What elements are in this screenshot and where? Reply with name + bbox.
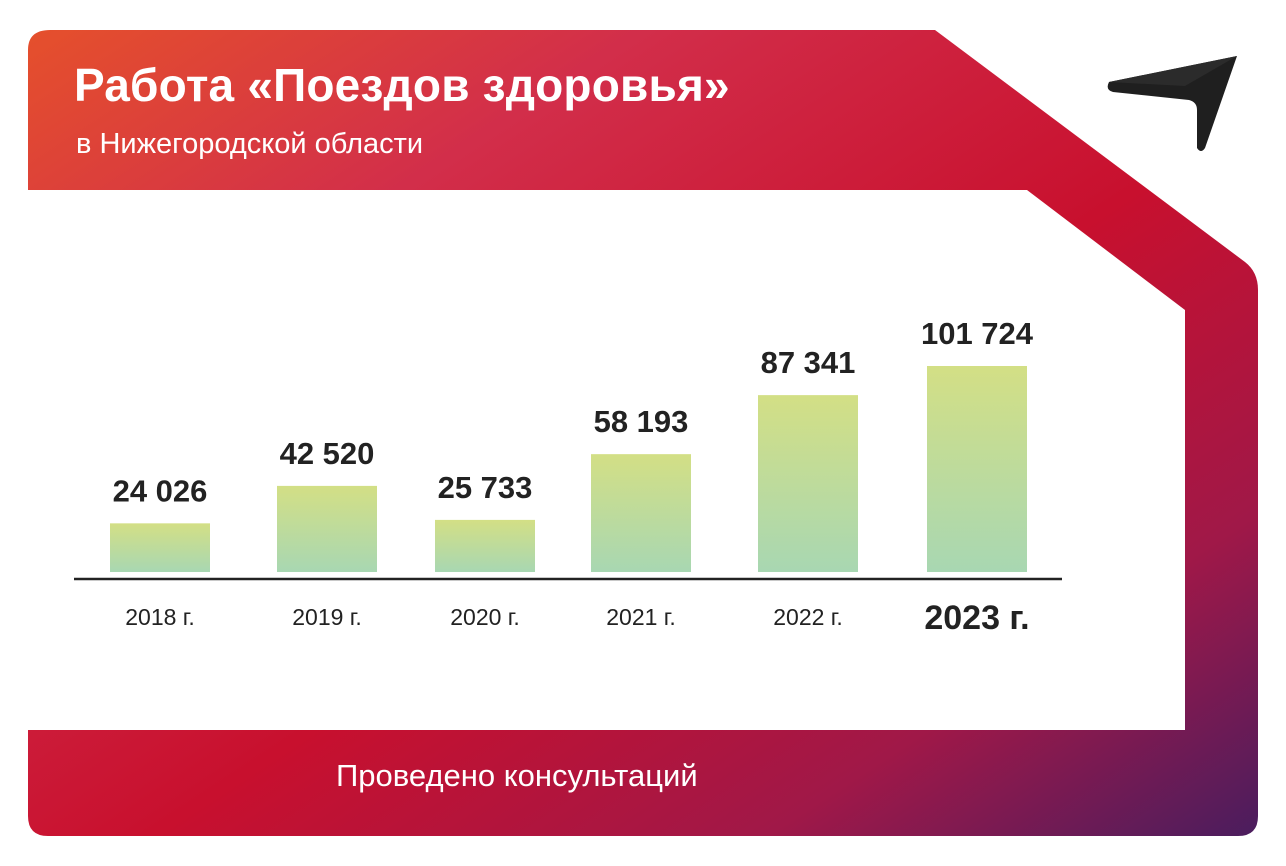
page-title: Работа «Поездов здоровья»	[74, 59, 730, 111]
chart-caption: Проведено консультаций	[336, 758, 698, 793]
x-tick-label: 2019 г.	[292, 604, 362, 630]
chart-area: 24 026 2018 г. 42 520 2019 г. 25 733 2020 г. 5…	[74, 316, 1062, 637]
bar-5	[758, 395, 858, 572]
bar-value-label: 58 193	[594, 404, 689, 439]
bar-value-label: 87 341	[761, 345, 856, 380]
bar-4	[591, 454, 691, 572]
x-tick-label: 2018 г.	[125, 604, 195, 630]
bar-value-label: 24 026	[113, 473, 208, 508]
bar-3	[435, 519, 535, 572]
bar-value-label: 42 520	[280, 436, 375, 471]
x-tick-label: 2023 г.	[924, 599, 1029, 637]
bar-2	[277, 485, 377, 572]
arrow-logo-icon	[1107, 56, 1237, 151]
bar-value-label: 25 733	[438, 470, 533, 505]
page-subtitle: в Нижегородской области	[76, 128, 424, 160]
bar-value-label: 101 724	[921, 316, 1034, 351]
bar-6	[927, 366, 1027, 572]
bar-1	[110, 523, 210, 572]
x-tick-label: 2021 г.	[606, 604, 676, 630]
x-tick-label: 2020 г.	[450, 604, 520, 630]
x-tick-label: 2022 г.	[773, 604, 843, 630]
